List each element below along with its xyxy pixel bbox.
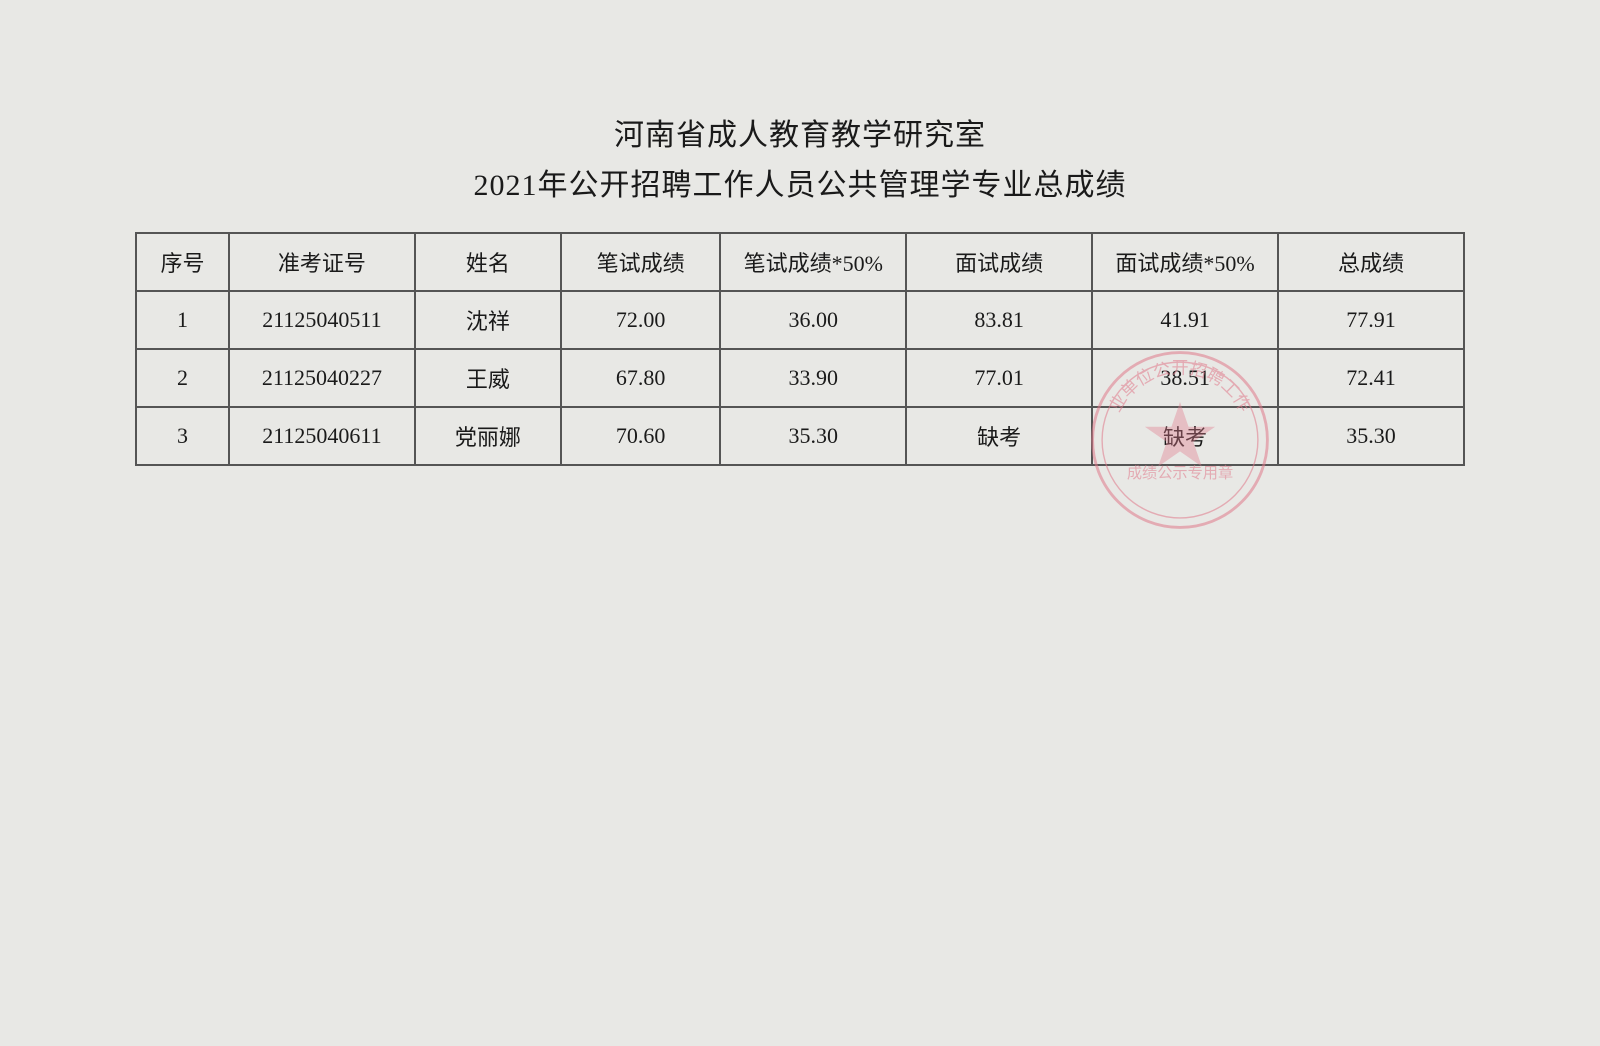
cell-name: 党丽娜 [415,407,561,465]
col-header-total: 总成绩 [1278,233,1464,291]
cell-total: 72.41 [1278,349,1464,407]
col-header-interview: 面试成绩 [906,233,1092,291]
cell-seq: 3 [136,407,229,465]
cell-interview-50: 缺考 [1092,407,1278,465]
cell-written: 70.60 [561,407,720,465]
table-body: 1 21125040511 沈祥 72.00 36.00 83.81 41.91… [136,291,1464,465]
col-header-written-50: 笔试成绩*50% [720,233,906,291]
cell-written-50: 33.90 [720,349,906,407]
col-header-written: 笔试成绩 [561,233,720,291]
cell-total: 77.91 [1278,291,1464,349]
svg-text:成绩公示专用章: 成绩公示专用章 [1127,464,1233,482]
cell-exam-id: 21125040227 [229,349,415,407]
cell-interview-50: 41.91 [1092,291,1278,349]
col-header-interview-50: 面试成绩*50% [1092,233,1278,291]
cell-written-50: 36.00 [720,291,906,349]
cell-written: 72.00 [561,291,720,349]
cell-written: 67.80 [561,349,720,407]
cell-written-50: 35.30 [720,407,906,465]
cell-interview: 83.81 [906,291,1092,349]
col-header-exam-id: 准考证号 [229,233,415,291]
cell-seq: 2 [136,349,229,407]
col-header-name: 姓名 [415,233,561,291]
title-line-1: 河南省成人教育教学研究室 [135,110,1465,154]
document-title: 河南省成人教育教学研究室 2021年公开招聘工作人员公共管理学专业总成绩 [135,110,1465,204]
title-line-2: 2021年公开招聘工作人员公共管理学专业总成绩 [135,160,1465,204]
cell-interview-50: 38.51 [1092,349,1278,407]
cell-total: 35.30 [1278,407,1464,465]
table-row: 3 21125040611 党丽娜 70.60 35.30 缺考 缺考 35.3… [136,407,1464,465]
cell-name: 王威 [415,349,561,407]
scores-table: 序号 准考证号 姓名 笔试成绩 笔试成绩*50% 面试成绩 面试成绩*50% 总… [135,232,1465,466]
cell-interview: 77.01 [906,349,1092,407]
cell-name: 沈祥 [415,291,561,349]
cell-exam-id: 21125040511 [229,291,415,349]
cell-exam-id: 21125040611 [229,407,415,465]
col-header-seq: 序号 [136,233,229,291]
cell-interview: 缺考 [906,407,1092,465]
table-row: 2 21125040227 王威 67.80 33.90 77.01 38.51… [136,349,1464,407]
table-row: 1 21125040511 沈祥 72.00 36.00 83.81 41.91… [136,291,1464,349]
table-header-row: 序号 准考证号 姓名 笔试成绩 笔试成绩*50% 面试成绩 面试成绩*50% 总… [136,233,1464,291]
cell-seq: 1 [136,291,229,349]
